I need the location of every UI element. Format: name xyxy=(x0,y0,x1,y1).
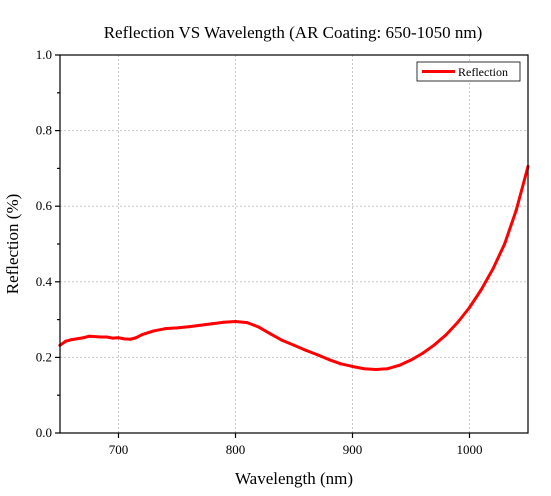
series-point xyxy=(397,363,401,367)
series-point xyxy=(468,306,471,309)
series-point xyxy=(374,368,378,371)
series-point xyxy=(386,367,390,371)
x-tick-label-1: 800 xyxy=(226,442,246,457)
series-point xyxy=(163,327,167,331)
series-point xyxy=(222,320,226,324)
series-point xyxy=(315,353,319,357)
series-point xyxy=(280,338,284,342)
series-point xyxy=(245,321,249,325)
y-tick-label-5: 1.0 xyxy=(36,47,52,62)
y-axis-label: Reflection (%) xyxy=(3,194,22,295)
legend-label-reflection: Reflection xyxy=(458,65,508,79)
series-point xyxy=(456,320,460,324)
series-point xyxy=(351,364,354,368)
series-point xyxy=(409,358,413,362)
series-point xyxy=(503,242,507,246)
series-point xyxy=(87,334,91,338)
series-point xyxy=(128,337,132,341)
legend: Reflection xyxy=(416,61,521,82)
x-tick-label-2: 900 xyxy=(343,442,363,457)
series-point xyxy=(64,339,68,343)
series-point xyxy=(444,333,448,337)
series-point xyxy=(479,288,483,292)
series-point xyxy=(304,348,308,352)
series-point xyxy=(327,358,331,362)
series-point xyxy=(105,335,109,339)
y-tick-label-3: 0.6 xyxy=(36,198,53,213)
series-point xyxy=(257,325,261,329)
series-point xyxy=(362,367,366,371)
y-tick-label-2: 0.4 xyxy=(36,274,53,289)
series-point xyxy=(70,338,74,342)
series-point xyxy=(81,336,85,340)
series-point xyxy=(210,322,214,326)
series-point xyxy=(491,267,495,271)
series-point xyxy=(175,326,179,330)
series-layer xyxy=(58,165,530,371)
y-tick-label-4: 0.8 xyxy=(36,123,52,138)
legend-box xyxy=(416,61,521,82)
x-tick-label-3: 1000 xyxy=(457,442,483,457)
series-point xyxy=(134,336,138,340)
series-line-reflection xyxy=(58,165,530,371)
grid xyxy=(60,55,528,433)
series-point xyxy=(292,343,296,347)
series-point xyxy=(152,329,156,333)
series-point xyxy=(198,323,202,327)
series-point xyxy=(432,343,436,347)
axis-ticks: 700 800 900 1000 0.0 0.2 0.4 0.6 0.8 1.0 xyxy=(36,47,483,457)
series-point xyxy=(339,362,343,366)
x-axis-label: Wavelength (nm) xyxy=(235,469,353,488)
series-point xyxy=(234,319,237,323)
y-tick-label-0: 0.0 xyxy=(36,425,52,440)
chart-title: Reflection VS Wavelength (AR Coating: 65… xyxy=(104,23,483,42)
series-point xyxy=(421,351,425,355)
series-point xyxy=(140,333,144,337)
series-point xyxy=(514,208,518,212)
series-point xyxy=(122,337,126,341)
x-tick-label-0: 700 xyxy=(109,442,129,457)
series-point xyxy=(187,325,191,329)
series-point xyxy=(99,335,103,339)
y-tick-label-1: 0.2 xyxy=(36,349,52,364)
series-point xyxy=(269,332,273,336)
series-point xyxy=(117,336,120,340)
plot-frame xyxy=(59,54,529,434)
series-point xyxy=(111,336,115,340)
